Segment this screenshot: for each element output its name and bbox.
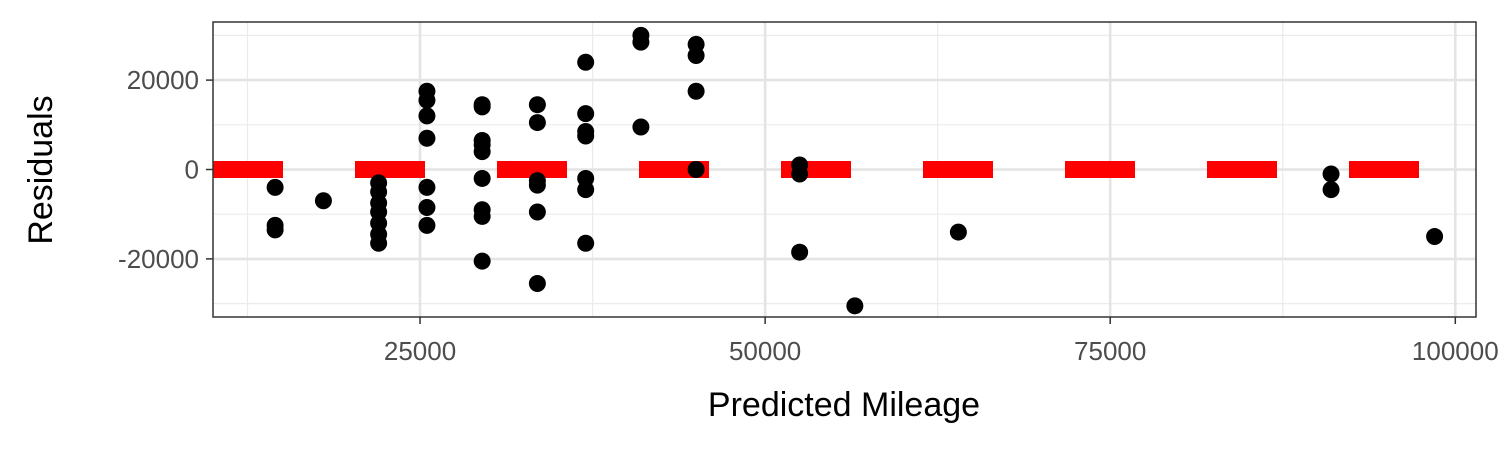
y-tick-label: 20000: [127, 65, 199, 95]
data-point: [528, 114, 546, 132]
data-point: [418, 216, 436, 234]
data-point: [791, 165, 809, 183]
data-point: [473, 98, 491, 116]
data-point: [791, 243, 809, 261]
x-tick-label: 100000: [1412, 336, 1499, 366]
data-point: [418, 129, 436, 147]
data-point: [577, 127, 595, 145]
x-tick-label: 75000: [1074, 336, 1146, 366]
x-tick-label: 50000: [729, 336, 801, 366]
data-point: [687, 47, 705, 65]
data-point: [418, 198, 436, 216]
x-tick-label: 25000: [384, 336, 456, 366]
data-point: [528, 274, 546, 292]
data-point: [577, 105, 595, 123]
data-point: [1322, 181, 1340, 199]
points: [266, 26, 1444, 315]
data-point: [418, 178, 436, 196]
data-point: [266, 178, 284, 196]
x-axis-title: Predicted Mileage: [708, 386, 980, 424]
data-point: [632, 33, 650, 51]
data-point: [528, 96, 546, 114]
data-point: [577, 53, 595, 71]
data-point: [577, 234, 595, 252]
y-axis-title: Residuals: [22, 95, 60, 244]
y-tick-label: 0: [185, 155, 199, 185]
y-tick-label: -20000: [118, 244, 199, 274]
x-axis: 25000 50000 75000 100000: [384, 317, 1499, 366]
data-point: [370, 234, 388, 252]
data-point: [577, 181, 595, 199]
data-point: [846, 297, 864, 315]
data-point: [473, 252, 491, 270]
data-point: [1426, 228, 1444, 246]
data-point: [473, 169, 491, 187]
data-point: [528, 203, 546, 221]
data-point: [418, 91, 436, 109]
data-point: [473, 207, 491, 225]
data-point: [528, 176, 546, 194]
data-point: [687, 82, 705, 100]
data-point: [314, 192, 332, 210]
data-point: [949, 223, 967, 241]
data-point: [473, 143, 491, 161]
data-point: [266, 221, 284, 239]
y-axis: -20000 0 20000: [118, 65, 213, 274]
data-point: [418, 107, 436, 125]
data-point: [632, 118, 650, 136]
data-point: [687, 161, 705, 178]
data-point: [1322, 165, 1340, 183]
